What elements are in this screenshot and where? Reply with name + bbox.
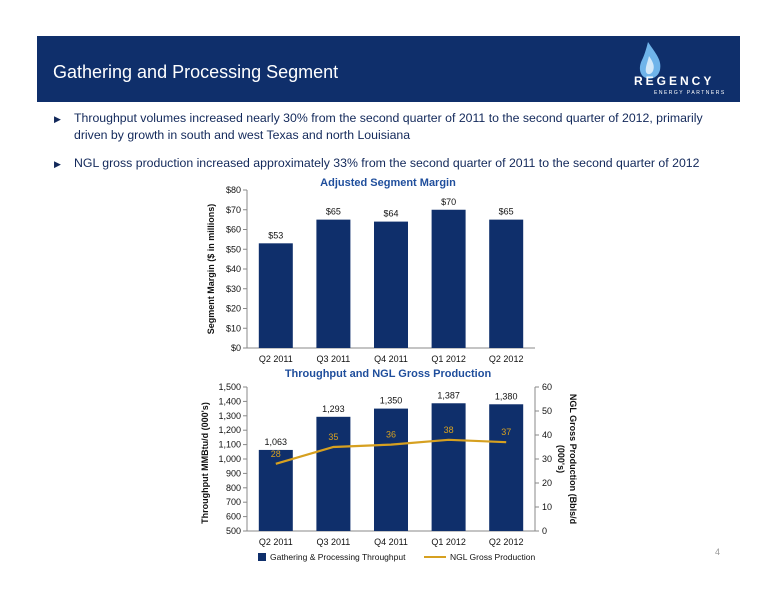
bar bbox=[258, 243, 293, 348]
y2-tick-label: 30 bbox=[542, 454, 552, 464]
slide-title: Gathering and Processing Segment bbox=[53, 62, 339, 82]
y-tick-label: 1,100 bbox=[218, 440, 241, 450]
bullet-text: NGL gross production increased approxima… bbox=[74, 156, 700, 170]
y2-tick-label: 40 bbox=[542, 430, 552, 440]
y-tick-label: $60 bbox=[226, 225, 241, 235]
line-data-label: 35 bbox=[328, 432, 338, 442]
x-tick-label: Q2 2012 bbox=[489, 354, 524, 364]
bar bbox=[489, 404, 524, 531]
flame-icon bbox=[639, 42, 661, 79]
y-tick-label: $80 bbox=[226, 186, 241, 195]
logo-subtitle: ENERGY PARTNERS bbox=[654, 90, 726, 96]
x-tick-label: Q1 2012 bbox=[431, 354, 466, 364]
bullet-arrow-icon: ▶ bbox=[54, 114, 61, 124]
data-label: $53 bbox=[268, 230, 283, 240]
bar bbox=[374, 221, 408, 348]
data-label: 1,293 bbox=[322, 404, 345, 414]
legend-swatch-bar bbox=[258, 553, 266, 561]
y-tick-label: 700 bbox=[226, 497, 241, 507]
y-tick-label: 1,500 bbox=[218, 382, 241, 392]
y-tick-label: 600 bbox=[226, 512, 241, 522]
y-tick-label: 500 bbox=[226, 526, 241, 536]
ngl-line bbox=[275, 438, 507, 465]
y-tick-label: 900 bbox=[226, 468, 241, 478]
bar bbox=[316, 416, 351, 531]
bar bbox=[431, 209, 466, 348]
data-label: $70 bbox=[441, 197, 456, 207]
y-axis-label: Segment Margin ($ in millions) bbox=[206, 204, 216, 335]
legend-label: Gathering & Processing Throughput bbox=[270, 552, 406, 562]
x-tick-label: Q2 2011 bbox=[259, 354, 293, 364]
y2-tick-label: 60 bbox=[542, 382, 552, 392]
bar bbox=[374, 408, 408, 531]
bar bbox=[316, 219, 351, 348]
bar bbox=[431, 403, 466, 531]
line-data-label: 37 bbox=[501, 427, 511, 437]
bar bbox=[489, 219, 524, 348]
legend-label: NGL Gross Production bbox=[450, 552, 535, 562]
bullet-item: ▶ NGL gross production increased approxi… bbox=[54, 155, 734, 172]
y-tick-label: $10 bbox=[226, 323, 241, 333]
y-tick-label: 1,200 bbox=[218, 425, 241, 435]
y-tick-label: 1,000 bbox=[218, 454, 241, 464]
x-tick-label: Q3 2011 bbox=[316, 537, 350, 547]
data-label: $64 bbox=[383, 209, 398, 219]
y2-axis-label-line: (000's) bbox=[556, 445, 566, 473]
y2-axis-label-line: NGL Gross Production (Bbls/d bbox=[568, 394, 578, 524]
y-axis-label: Throughput MMBtu/d (000's) bbox=[200, 402, 210, 524]
data-label: $65 bbox=[499, 207, 514, 217]
y2-tick-label: 20 bbox=[542, 478, 552, 488]
slide-header: Gathering and Processing Segment REGENCY… bbox=[37, 36, 740, 102]
line-data-label: 36 bbox=[386, 430, 396, 440]
y2-tick-label: 50 bbox=[542, 406, 552, 416]
regency-logo: REGENCY ENERGY PARTNERS bbox=[626, 40, 736, 100]
y-tick-label: 800 bbox=[226, 483, 241, 493]
chart-title-margin: Adjusted Segment Margin bbox=[320, 177, 456, 189]
y-tick-label: $70 bbox=[226, 205, 241, 215]
y-tick-label: $40 bbox=[226, 264, 241, 274]
y2-tick-label: 10 bbox=[542, 502, 552, 512]
y-tick-label: $0 bbox=[231, 343, 241, 353]
logo-wordmark: REGENCY bbox=[634, 74, 715, 88]
data-label: 1,063 bbox=[265, 437, 288, 447]
bullet-arrow-icon: ▶ bbox=[54, 159, 61, 169]
data-label: 1,387 bbox=[437, 390, 460, 400]
x-tick-label: Q4 2011 bbox=[374, 537, 408, 547]
bullet-item: ▶ Throughput volumes increased nearly 30… bbox=[54, 110, 734, 144]
bullet-list: ▶ Throughput volumes increased nearly 30… bbox=[54, 110, 734, 183]
line-data-label: 28 bbox=[271, 449, 281, 459]
y-tick-label: 1,300 bbox=[218, 411, 241, 421]
bullet-text: Throughput volumes increased nearly 30% … bbox=[74, 111, 703, 142]
line-data-label: 38 bbox=[444, 425, 454, 435]
throughput-chart: 5006007008009001,0001,1001,2001,3001,400… bbox=[200, 382, 578, 562]
y-tick-label: 1,400 bbox=[218, 396, 241, 406]
y-tick-label: $20 bbox=[226, 304, 241, 314]
bar bbox=[258, 449, 293, 531]
data-label: 1,380 bbox=[495, 391, 518, 401]
y-tick-label: $50 bbox=[226, 244, 241, 254]
x-tick-label: Q2 2011 bbox=[259, 537, 293, 547]
chart-title-throughput: Throughput and NGL Gross Production bbox=[284, 368, 492, 380]
y-tick-label: $30 bbox=[226, 284, 241, 294]
data-label: $65 bbox=[326, 207, 341, 217]
segment-margin-chart: $0 $10 $20 $30 $40 $50 $60 $70 $80 $53 Q2 2011 $65 Q… bbox=[206, 186, 535, 364]
x-tick-label: Q1 2012 bbox=[431, 537, 466, 547]
data-label: 1,350 bbox=[380, 396, 403, 406]
y2-axis-label: NGL Gross Production (Bbls/d(000's) bbox=[556, 394, 578, 524]
x-tick-label: Q3 2011 bbox=[316, 354, 350, 364]
x-tick-label: Q2 2012 bbox=[489, 537, 524, 547]
x-tick-label: Q4 2011 bbox=[374, 354, 408, 364]
page-number: 4 bbox=[715, 547, 721, 557]
y2-tick-label: 0 bbox=[542, 526, 547, 536]
